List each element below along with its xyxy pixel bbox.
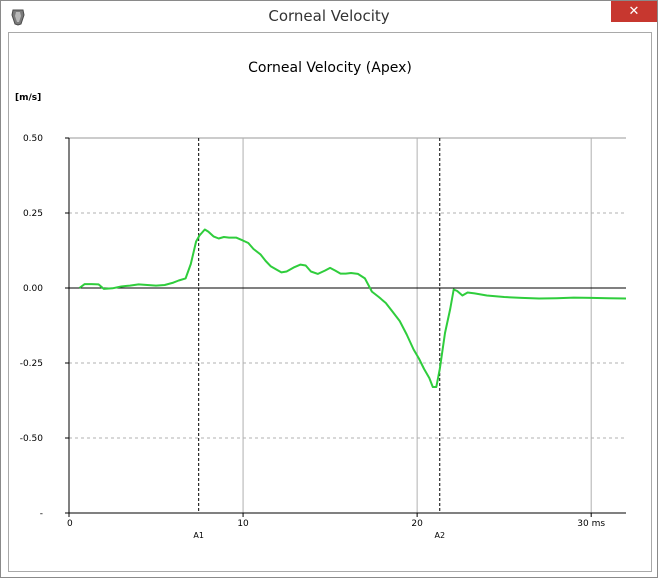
x-tick-label: 20 — [411, 519, 423, 529]
y-tick-label: -0.50 — [20, 434, 44, 444]
marker-label-a2: A2 — [434, 531, 445, 540]
axes — [65, 137, 626, 517]
x-tick-label: 0 — [67, 519, 73, 529]
eye-app-icon — [11, 9, 25, 26]
marker-label-a1: A1 — [193, 531, 204, 540]
series-layer — [78, 228, 627, 388]
velocity-series-line — [78, 228, 627, 388]
chart-area: Corneal Velocity (Apex) [m/s] 0.50 0.25 0.… — [8, 32, 652, 572]
window-title: Corneal Velocity — [268, 7, 390, 25]
close-icon: ✕ — [628, 4, 640, 19]
velocity-chart: Corneal Velocity (Apex) [m/s] 0.500.250.… — [15, 60, 627, 540]
y-tick-label: -0.25 — [20, 359, 43, 369]
title-bar[interactable]: Corneal Velocity ✕ — [1, 1, 657, 32]
tick-labels: 0.50 0.25 0.00 -0.25 -0.50 - 0 10 20 30 ms A1 A2 — [20, 134, 606, 540]
y-tick-label: 0.50 — [23, 134, 43, 144]
x-tick-label: 10 — [237, 519, 249, 529]
close-button[interactable]: ✕ — [611, 1, 657, 22]
event-markers — [198, 138, 441, 513]
y-tick-label: - — [40, 509, 43, 519]
x-tick-label: 30 ms — [577, 519, 605, 529]
grid-lines — [69, 137, 626, 513]
y-tick-label: 0.00 — [23, 284, 43, 294]
y-axis-unit-label: [m/s] — [15, 93, 41, 103]
chart-title: Corneal Velocity (Apex) — [248, 60, 412, 76]
y-tick-label: 0.25 — [23, 209, 43, 219]
